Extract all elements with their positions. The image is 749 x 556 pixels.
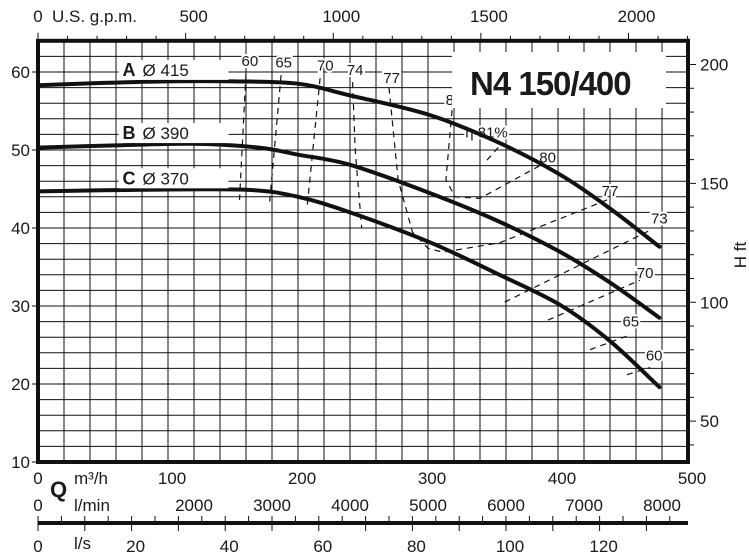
y-tick-label: 60 (11, 63, 30, 82)
ls-tick-label: 100 (496, 537, 524, 556)
y-tick-label: 20 (11, 375, 30, 394)
x-tick-label: 200 (288, 469, 316, 488)
efficiency-label: 60 (242, 53, 259, 70)
efficiency-label: 70 (637, 265, 654, 282)
curve-diameter: Ø 390 (143, 124, 189, 143)
ls-tick-label: 0 (33, 537, 42, 556)
efficiency-label: η 81% (465, 125, 508, 142)
lmin-tick-label: 6000 (487, 496, 525, 515)
lmin-tick-label: 0 (33, 496, 42, 515)
ls-tick-label: 120 (589, 537, 617, 556)
usgpm-axis-label: U.S. g.p.m. (52, 7, 137, 26)
efficiency-label: 74 (347, 62, 364, 79)
efficiency-label: 65 (622, 313, 639, 330)
efficiency-label: 65 (275, 54, 292, 71)
usgpm-tick-label: 500 (179, 7, 207, 26)
ft-tick-label: 200 (700, 56, 728, 75)
curve-letter: C (123, 168, 136, 188)
efficiency-label: 73 (651, 210, 668, 227)
curve-letter: B (123, 123, 136, 143)
ft-tick-label: 150 (700, 174, 728, 193)
head-curve-a (36, 79, 662, 249)
title-box (452, 52, 666, 108)
efficiency-curve-70 (547, 279, 641, 321)
efficiency-curve-70 (306, 78, 321, 208)
efficiency-label: 60 (646, 348, 663, 365)
ls-axis-label: l/s (74, 534, 91, 553)
x-tick-label: 0 (33, 469, 42, 488)
curve-diameter: Ø 370 (143, 169, 189, 188)
x-tick-label: 500 (678, 469, 706, 488)
ft-tick-label: 50 (700, 412, 719, 431)
ft-tick-label: 100 (700, 293, 728, 312)
lmin-tick-label: 7000 (565, 496, 603, 515)
curve-letter: A (123, 60, 136, 80)
efficiency-label: 77 (383, 70, 400, 87)
ls-tick-label: 60 (313, 537, 332, 556)
efficiency-curve-74 (352, 82, 363, 229)
y-tick-label: 50 (11, 141, 30, 160)
y-tick-label: 40 (11, 219, 30, 238)
head-curves: A Ø 415 B Ø 390 C Ø 370 (36, 59, 662, 390)
curve-diameter: Ø 415 (143, 61, 189, 80)
lmin-tick-label: 2000 (175, 496, 213, 515)
lmin-tick-label: 8000 (643, 496, 681, 515)
usgpm-tick-label: 1000 (322, 7, 360, 26)
ls-tick-label: 80 (407, 537, 426, 556)
curve-label-bg (118, 123, 229, 144)
usgpm-tick-label: 0 (33, 7, 42, 26)
head-curve-c (36, 187, 662, 390)
efficiency-curve-80 (445, 110, 551, 199)
lmin-tick-label: 4000 (331, 496, 369, 515)
efficiency-label: 77 (602, 183, 619, 200)
x-tick-label: 300 (418, 469, 446, 488)
lmin-tick-label: 5000 (409, 496, 447, 515)
x-tick-label: 100 (158, 469, 186, 488)
efficiency-curve-65 (268, 75, 282, 205)
usgpm-tick-label: 1500 (470, 7, 508, 26)
y-tick-label: 10 (11, 453, 30, 472)
efficiency-curve-73 (504, 229, 651, 303)
lmin-tick-label: 3000 (253, 496, 291, 515)
chart-title: N4 150/400 (470, 65, 631, 102)
head-curve-b (36, 141, 662, 320)
ls-tick-label: 40 (220, 537, 239, 556)
q-symbol: Q (50, 477, 67, 502)
efficiency-label: 70 (317, 57, 334, 74)
usgpm-tick-label: 2000 (618, 7, 656, 26)
x-tick-label: 400 (548, 469, 576, 488)
efficiency-curve-60 (626, 367, 651, 376)
y-tick-label: 30 (11, 297, 30, 316)
curve-label-bg (118, 59, 229, 80)
ls-tick-label: 20 (126, 537, 145, 556)
m3h-axis-label: m³/h (74, 469, 108, 488)
efficiency-curve-65 (589, 334, 631, 351)
ft-axis-label: H ft (731, 242, 749, 269)
efficiency-curve-81 (486, 144, 501, 161)
lmin-axis-label: l/min (74, 496, 110, 515)
curve-label-bg (118, 168, 229, 189)
